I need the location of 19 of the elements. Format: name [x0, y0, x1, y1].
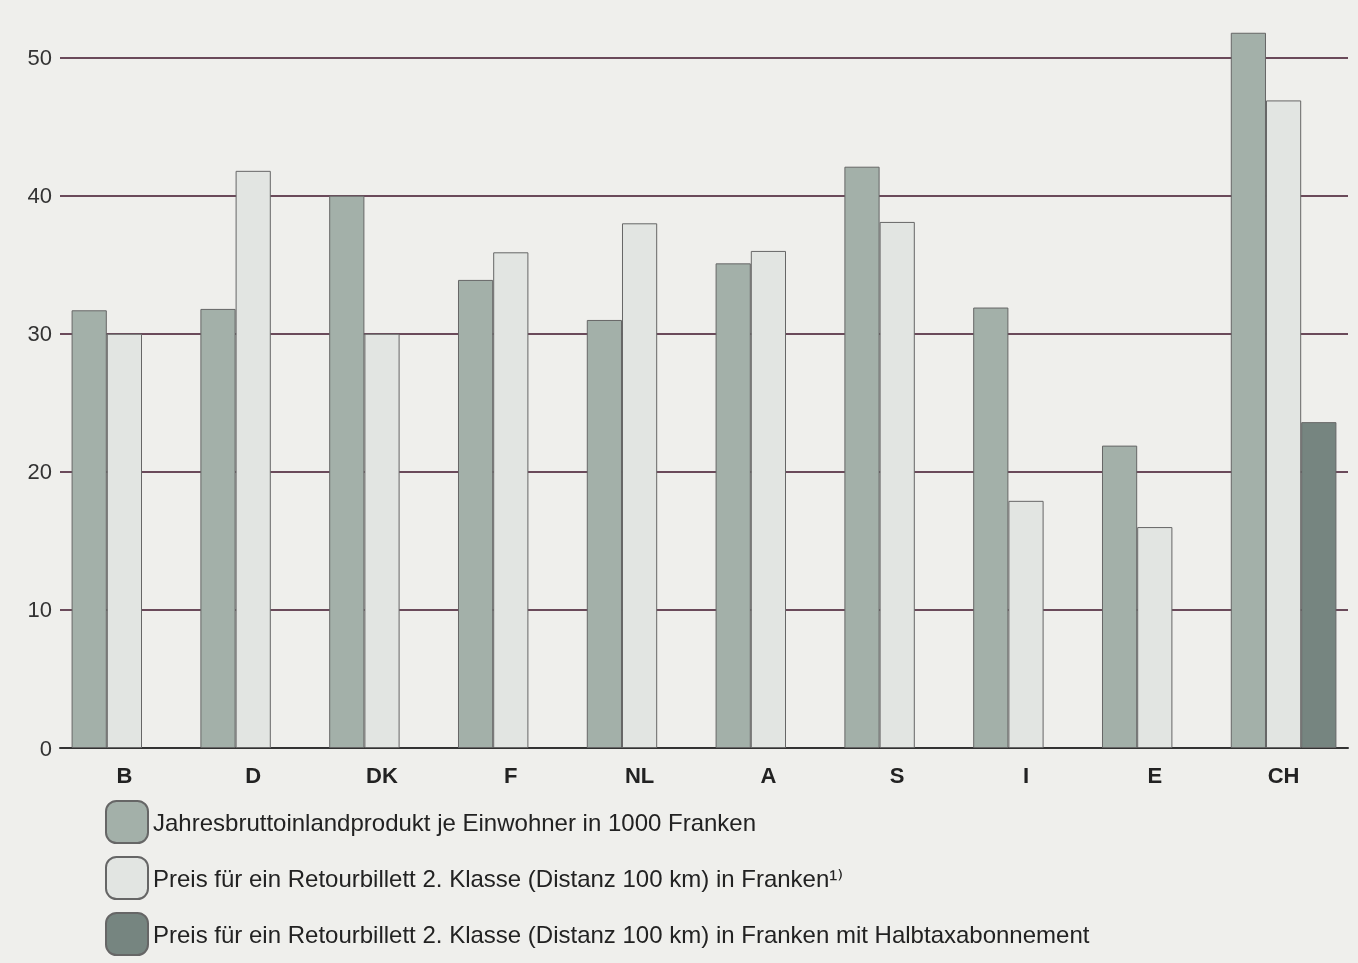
x-tick-label: NL [624, 762, 655, 788]
y-tick-label: 10 [27, 597, 52, 623]
x-tick-label: I [1022, 762, 1030, 788]
y-tick-label: 50 [27, 45, 52, 71]
x-tick-label: DK [366, 762, 398, 788]
legend-label: Preis für ein Retourbillett 2. Klasse (Distanz 100 km) in Franken¹⁾ [153, 864, 844, 892]
x-tick-label: D [245, 762, 262, 788]
y-tick-label: 30 [27, 321, 52, 347]
x-tick-label: E [1147, 762, 1163, 788]
x-tick-label: F [504, 762, 518, 788]
legend-label: Preis für ein Retourbillett 2. Klasse (Distanz 100 km) in Franken mit Halbtaxabonnement [153, 920, 1090, 948]
x-tick-label: CH [1267, 762, 1300, 788]
x-tick-label: B [116, 762, 133, 788]
x-tick-label: S [889, 762, 905, 788]
legend-label: Jahresbruttoinlandprodukt je Einwohner in 1000 Franken [153, 808, 757, 836]
y-tick-label: 40 [27, 183, 52, 209]
y-tick-label: 20 [27, 459, 52, 485]
y-tick-label: 0 [39, 735, 52, 761]
x-tick-label: A [760, 762, 777, 788]
